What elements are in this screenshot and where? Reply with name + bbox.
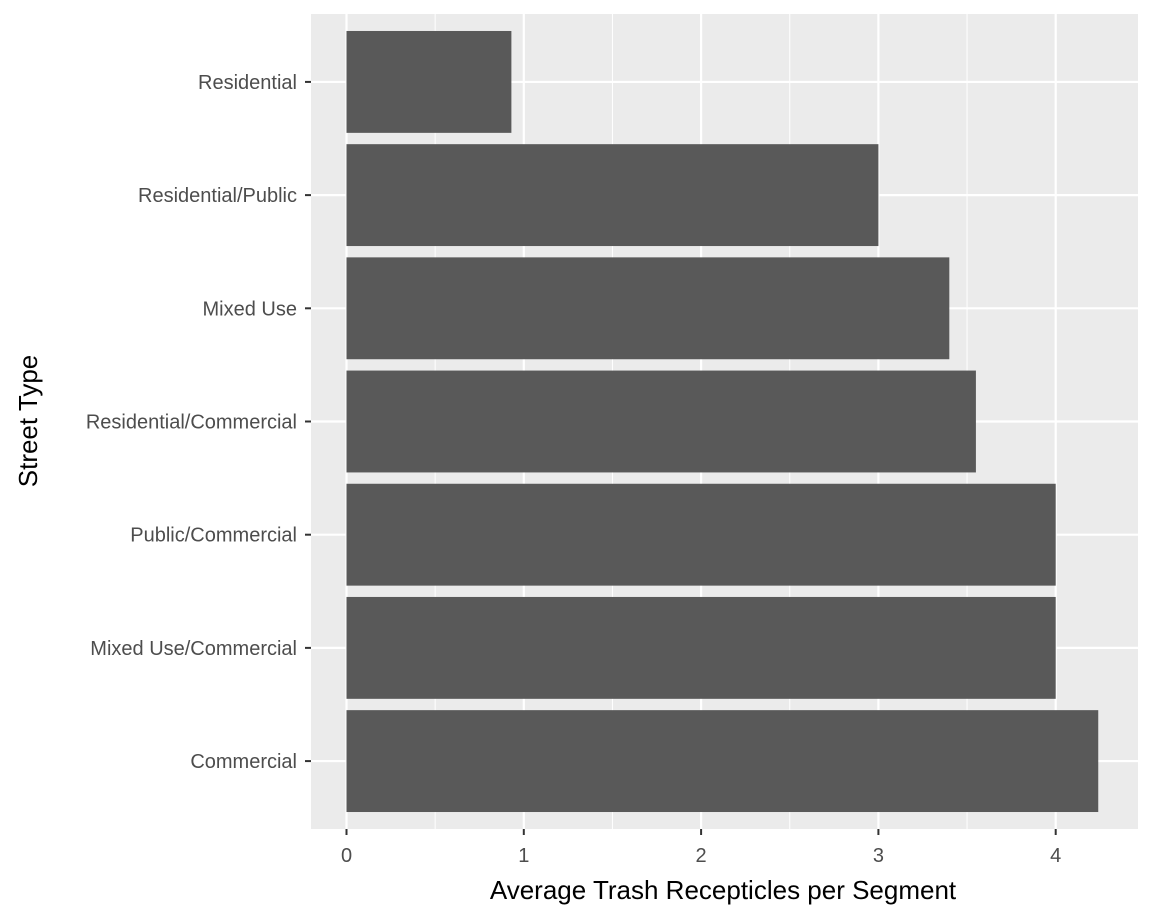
x-tick-label: 1 [518, 845, 529, 867]
y-axis: Residential Residential/Public Mixed Use Re… [86, 72, 311, 773]
y-axis-title: Street Type [13, 355, 43, 488]
y-tick-label: Residential/Commercial [86, 412, 297, 434]
bar [346, 144, 879, 247]
y-tick-label: Commercial [190, 751, 297, 773]
x-tick-label: 3 [873, 845, 884, 867]
y-tick-label: Residential [198, 72, 297, 94]
y-tick-label: Mixed Use [203, 298, 297, 320]
x-tick-label: 2 [696, 845, 707, 867]
bars [346, 30, 1099, 813]
bar [346, 257, 950, 360]
x-axis: 0 1 2 3 4 [341, 829, 1061, 867]
x-tick-label: 4 [1050, 845, 1061, 867]
bar [346, 483, 1056, 586]
bar [346, 710, 1099, 813]
bar [346, 370, 976, 473]
bar [346, 30, 512, 133]
x-tick-label: 0 [341, 845, 352, 867]
bar [346, 596, 1056, 699]
y-tick-label: Public/Commercial [130, 525, 297, 547]
x-axis-title: Average Trash Recepticles per Segment [490, 875, 957, 905]
y-tick-label: Residential/Public [138, 185, 297, 207]
y-tick-label: Mixed Use/Commercial [90, 638, 297, 660]
